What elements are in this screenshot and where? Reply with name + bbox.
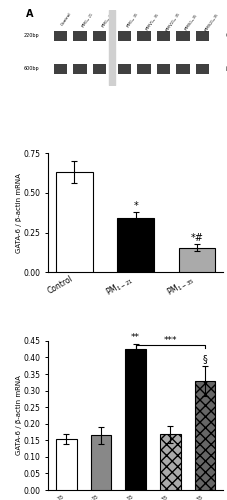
Text: §: § bbox=[202, 354, 207, 364]
Bar bbox=[176, 31, 189, 41]
Bar bbox=[156, 64, 170, 74]
Text: PM$_{1-35}$: PM$_{1-35}$ bbox=[124, 12, 140, 30]
Bar bbox=[53, 64, 67, 74]
Bar bbox=[56, 172, 92, 272]
Text: Control: Control bbox=[60, 12, 72, 26]
Bar bbox=[92, 64, 106, 74]
Text: 220bp: 220bp bbox=[23, 34, 39, 38]
Y-axis label: GATA-6 / β-actin mRNA: GATA-6 / β-actin mRNA bbox=[16, 173, 22, 252]
Text: β-ACTIN: β-ACTIN bbox=[225, 66, 227, 71]
Text: GATA-6: GATA-6 bbox=[225, 34, 227, 38]
Text: PM$_{1-35}$: PM$_{1-35}$ bbox=[99, 12, 116, 30]
Bar bbox=[137, 31, 150, 41]
Text: PMV$_{21-35}$: PMV$_{21-35}$ bbox=[163, 12, 182, 34]
Bar bbox=[195, 31, 209, 41]
Bar bbox=[92, 31, 106, 41]
Text: PMS$_{21-35}$: PMS$_{21-35}$ bbox=[202, 12, 221, 34]
Text: PMS$_{1-35}$: PMS$_{1-35}$ bbox=[182, 12, 200, 32]
Y-axis label: GATA-6 / β-actin mRNA: GATA-6 / β-actin mRNA bbox=[16, 376, 22, 456]
Bar bbox=[53, 31, 67, 41]
Bar bbox=[176, 64, 189, 74]
Bar bbox=[178, 248, 215, 272]
Bar bbox=[156, 31, 170, 41]
Text: **: ** bbox=[131, 334, 140, 342]
Bar bbox=[73, 31, 86, 41]
Bar bbox=[125, 349, 146, 490]
Text: *: * bbox=[133, 201, 137, 211]
Bar bbox=[117, 64, 131, 74]
Bar bbox=[194, 380, 215, 490]
Bar bbox=[137, 64, 150, 74]
Bar bbox=[90, 436, 111, 490]
Bar bbox=[56, 439, 76, 490]
Text: PMV$_{1-35}$: PMV$_{1-35}$ bbox=[143, 12, 161, 33]
Text: PM$_{1-21}$: PM$_{1-21}$ bbox=[79, 12, 96, 30]
Text: *#: *# bbox=[190, 233, 202, 243]
Text: A: A bbox=[26, 8, 34, 18]
Bar bbox=[159, 434, 180, 490]
Bar bbox=[117, 218, 153, 272]
Bar bbox=[195, 64, 209, 74]
Bar bbox=[73, 64, 86, 74]
Text: 600bp: 600bp bbox=[23, 66, 39, 71]
Text: ***: *** bbox=[163, 336, 176, 344]
Bar bbox=[117, 31, 131, 41]
